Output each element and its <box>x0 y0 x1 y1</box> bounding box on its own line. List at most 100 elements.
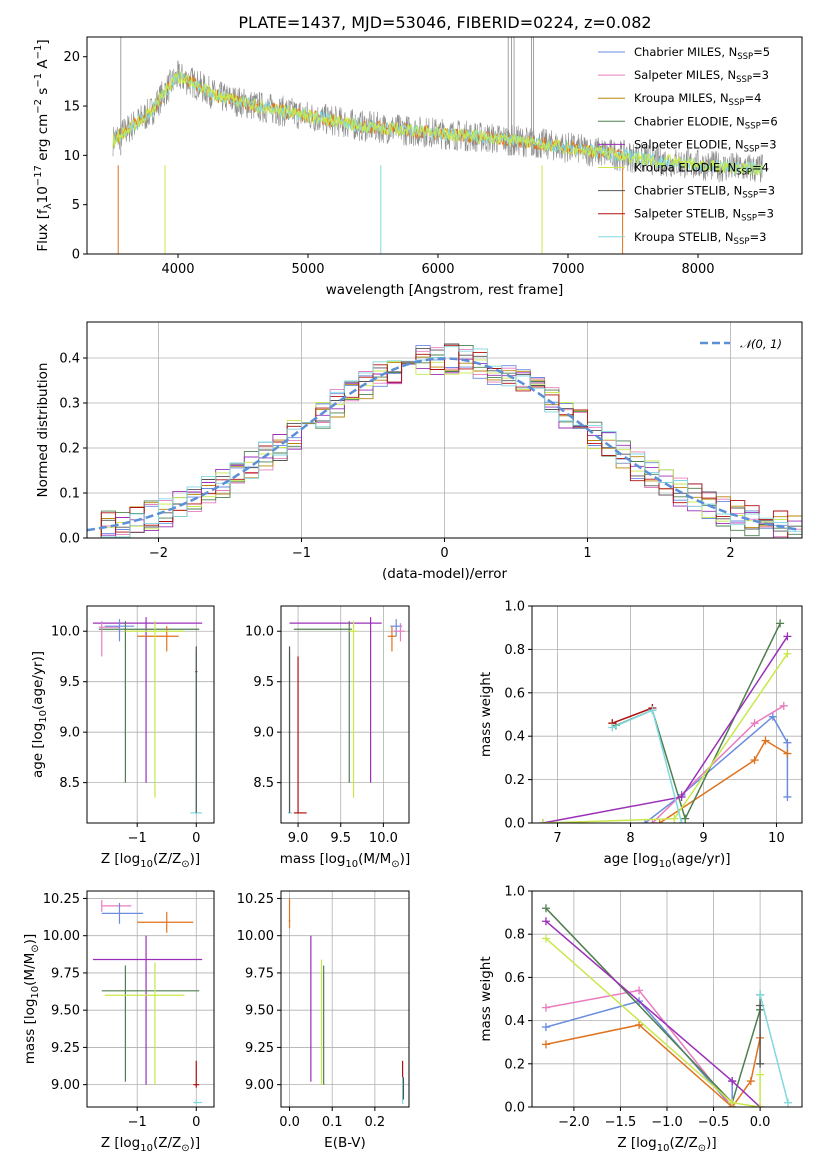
x-tick-label: 0.0 <box>750 1115 771 1130</box>
weight-line <box>545 937 761 1107</box>
x-axis-label-sub: ⊙ <box>698 1143 706 1154</box>
axes-frame <box>280 605 410 824</box>
x-tick-label: 0.0 <box>279 1115 300 1130</box>
x-axis-label: Z [log10(Z/Z⊙)] <box>101 851 200 870</box>
age-vs-metallicity-panel: −1 08.59.09.510.0Z [log10(Z/Z⊙)]age [log1… <box>30 605 215 870</box>
y-tick-label: 9.5 <box>253 675 274 690</box>
y-tick-label: 10 <box>63 149 80 164</box>
x-tick-label: −0.5 <box>698 1115 730 1130</box>
spectrum-lines <box>112 37 764 254</box>
y-tick-label: 15 <box>63 100 80 115</box>
y-axis-label-sup: −1 <box>33 45 44 60</box>
weight-line <box>545 920 761 1107</box>
weight-marker <box>541 1003 550 1012</box>
y-tick-label: 9.25 <box>51 1041 80 1056</box>
y-tick-label: 0.6 <box>504 971 525 986</box>
y-axis-label-sup: −2 <box>33 99 44 114</box>
legend-entry: Kroupa ELODIE, NSSP=4 <box>634 161 769 178</box>
weight-marker <box>783 738 792 747</box>
x-axis-label-sub: 10 <box>345 859 358 870</box>
x-tick-label: 0.1 <box>322 1115 343 1130</box>
legend-entry-text: =4 <box>744 91 761 105</box>
y-tick-label: 20 <box>63 50 80 65</box>
y-tick-label: 0.3 <box>59 397 80 412</box>
weight-marker <box>750 719 759 728</box>
y-tick-label: 0.0 <box>504 1101 525 1116</box>
x-axis-label-text: E(B-V) <box>324 1135 366 1151</box>
x-axis-label-text: Z [log <box>101 1135 140 1151</box>
x-tick-label: 7 <box>553 831 561 846</box>
x-axis-label-text: Z [log <box>101 851 140 867</box>
x-axis-label-sub: ⊙ <box>391 859 399 870</box>
y-axis-label: mass [log10(M/M⊙)] <box>22 934 41 1064</box>
x-axis-label-text: (age/yr)] <box>671 851 730 867</box>
x-axis-label-text: (M/M <box>358 851 391 867</box>
weight-marker <box>648 706 657 715</box>
age-vs-mass-panel: 9.0 9.5 10.0 8.5 9.0 9.5 10.0 mass [log10(M/M⊙)… <box>245 605 410 870</box>
gauss-legend-label: 𝒩(0, 1) <box>740 337 782 351</box>
weight-marker <box>756 1070 765 1079</box>
weight-marker <box>677 792 686 801</box>
legend-entry: Kroupa STELIB, NSSP=3 <box>634 230 766 247</box>
y-axis-label: mass weight <box>478 672 494 757</box>
legend-entry: Salpeter ELODIE, NSSP=3 <box>634 137 777 154</box>
legend-entry-text: =3 <box>752 68 769 82</box>
x-axis-label-text: wavelength [Angstrom, rest frame] <box>326 282 564 298</box>
x-axis-label: age [log10(age/yr)] <box>603 851 730 870</box>
weight-marker <box>541 934 550 943</box>
errorbar-group <box>288 898 405 1105</box>
x-tick-label: −2.0 <box>558 1115 590 1130</box>
x-axis-label-text: mass [log <box>280 851 346 867</box>
y-tick-label: 0.2 <box>504 1057 525 1072</box>
y-tick-label: 1.0 <box>504 885 525 900</box>
legend-entry-text: Salpeter ELODIE, N <box>634 137 744 151</box>
y-tick-label: 9.00 <box>51 1078 80 1093</box>
weight-marker <box>541 1040 550 1049</box>
y-tick-label: 0.8 <box>504 928 525 943</box>
y-tick-label: 0 <box>72 248 80 263</box>
y-axis-label-text: erg cm <box>35 114 51 165</box>
legend-entry-text: Chabrier MILES, N <box>634 45 737 59</box>
weight-line <box>612 707 653 724</box>
y-axis-label-text: (M/M <box>22 953 38 986</box>
y-axis-label-text: )] <box>22 934 38 945</box>
y-tick-label: 9.00 <box>245 1078 274 1093</box>
weight-marker <box>776 619 785 628</box>
y-tick-label: 0.8 <box>504 643 525 658</box>
weight-marker <box>670 814 679 823</box>
axes-frame <box>86 890 215 1108</box>
weight-line <box>612 709 683 823</box>
y-axis-label-text: Normed distribution <box>35 363 51 498</box>
weight-marker <box>728 1077 737 1086</box>
legend-entry-sub: SSP <box>745 121 761 131</box>
y-axis-label-sub: 10 <box>38 710 49 723</box>
y-axis-label-sub: ⊙ <box>30 944 41 952</box>
y-axis-label: mass weight <box>478 956 494 1041</box>
y-tick-label: 9.0 <box>253 726 274 741</box>
x-tick-label: 8 <box>626 831 634 846</box>
x-axis-label-text: (Z/Z <box>153 851 181 867</box>
legend-entry-text: Chabrier STELIB, N <box>634 184 742 198</box>
legend-entry-sub: SSP <box>729 98 745 108</box>
x-axis-label-sub: 10 <box>657 1143 670 1154</box>
x-tick-label: 10 <box>768 831 785 846</box>
y-axis-label: Normed distribution <box>35 363 51 498</box>
y-axis-label-text: (age/yr)] <box>30 651 46 710</box>
x-axis-label-text: )] <box>706 1135 717 1151</box>
legend-entry: Salpeter MILES, NSSP=3 <box>634 68 769 85</box>
weight-marker <box>784 1098 793 1107</box>
y-tick-label: 0.0 <box>504 817 525 832</box>
x-tick-label: −1 <box>292 546 311 561</box>
x-tick-label: 0 <box>192 1115 200 1130</box>
y-axis-label-text: A <box>35 59 51 73</box>
y-tick-label: 10.00 <box>237 929 274 944</box>
weight-line <box>545 907 761 1105</box>
x-axis-label: E(B-V) <box>324 1135 366 1151</box>
weight-line <box>759 994 789 1103</box>
y-axis-label-text: mass weight <box>478 956 494 1041</box>
x-axis-label-text: )] <box>190 851 201 867</box>
y-axis-label-sub: λ <box>43 203 54 209</box>
x-tick-label: 9.0 <box>288 831 309 846</box>
weight-marker <box>635 986 644 995</box>
